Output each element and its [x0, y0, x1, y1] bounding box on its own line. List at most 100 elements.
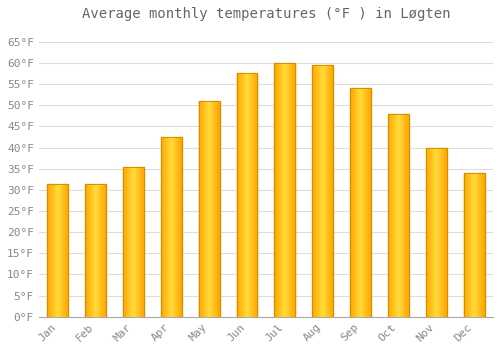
Bar — [392, 114, 393, 317]
Bar — [404, 114, 406, 317]
Bar — [125, 167, 126, 317]
Bar — [62, 183, 64, 317]
Bar — [313, 65, 314, 317]
Bar — [93, 183, 94, 317]
Bar — [391, 114, 392, 317]
Bar — [466, 173, 467, 317]
Bar — [358, 88, 359, 317]
Bar — [315, 65, 316, 317]
Bar — [245, 74, 246, 317]
Bar — [205, 101, 206, 317]
Bar — [350, 88, 351, 317]
Bar — [165, 137, 166, 317]
Bar — [256, 74, 258, 317]
Bar — [104, 183, 106, 317]
Bar — [132, 167, 134, 317]
Bar — [284, 63, 285, 317]
Bar — [433, 148, 434, 317]
Bar — [437, 148, 438, 317]
Bar — [130, 167, 132, 317]
Bar — [168, 137, 169, 317]
Bar — [241, 74, 242, 317]
Bar — [207, 101, 208, 317]
Bar — [180, 137, 181, 317]
Bar — [312, 65, 313, 317]
Bar — [214, 101, 216, 317]
Bar — [142, 167, 143, 317]
Bar — [163, 137, 164, 317]
Bar — [179, 137, 180, 317]
Bar — [364, 88, 366, 317]
Bar — [326, 65, 327, 317]
Bar — [48, 183, 50, 317]
Bar — [388, 114, 409, 317]
Bar — [210, 101, 211, 317]
Bar — [90, 183, 92, 317]
Bar — [401, 114, 402, 317]
Bar — [426, 148, 428, 317]
Bar — [352, 88, 353, 317]
Bar — [217, 101, 218, 317]
Bar — [438, 148, 439, 317]
Bar — [244, 74, 245, 317]
Bar — [99, 183, 100, 317]
Bar — [359, 88, 360, 317]
Bar — [135, 167, 136, 317]
Bar — [176, 137, 177, 317]
Bar — [464, 173, 465, 317]
Bar — [198, 101, 220, 317]
Bar — [397, 114, 398, 317]
Bar — [96, 183, 97, 317]
Bar — [98, 183, 99, 317]
Bar — [209, 101, 210, 317]
Title: Average monthly temperatures (°F ) in Løgten: Average monthly temperatures (°F ) in Lø… — [82, 7, 450, 21]
Bar — [396, 114, 397, 317]
Bar — [294, 63, 296, 317]
Bar — [390, 114, 391, 317]
Bar — [388, 114, 390, 317]
Bar — [368, 88, 369, 317]
Bar — [92, 183, 93, 317]
Bar — [366, 88, 367, 317]
Bar — [254, 74, 256, 317]
Bar — [50, 183, 51, 317]
Bar — [212, 101, 214, 317]
Bar — [436, 148, 437, 317]
Bar — [325, 65, 326, 317]
Bar — [442, 148, 443, 317]
Bar — [236, 74, 258, 317]
Bar — [61, 183, 62, 317]
Bar — [55, 183, 56, 317]
Bar — [161, 137, 162, 317]
Bar — [51, 183, 52, 317]
Bar — [248, 74, 249, 317]
Bar — [174, 137, 175, 317]
Bar — [85, 183, 106, 317]
Bar — [206, 101, 207, 317]
Bar — [432, 148, 433, 317]
Bar — [177, 137, 178, 317]
Bar — [202, 101, 203, 317]
Bar — [64, 183, 66, 317]
Bar — [242, 74, 243, 317]
Bar — [59, 183, 60, 317]
Bar — [402, 114, 404, 317]
Bar — [400, 114, 401, 317]
Bar — [406, 114, 408, 317]
Bar — [124, 167, 125, 317]
Bar — [275, 63, 276, 317]
Bar — [324, 65, 325, 317]
Bar — [52, 183, 53, 317]
Bar — [467, 173, 468, 317]
Bar — [240, 74, 241, 317]
Bar — [360, 88, 362, 317]
Bar — [141, 167, 142, 317]
Bar — [274, 63, 275, 317]
Bar — [443, 148, 444, 317]
Bar — [475, 173, 476, 317]
Bar — [318, 65, 319, 317]
Bar — [277, 63, 278, 317]
Bar — [317, 65, 318, 317]
Bar — [218, 101, 219, 317]
Bar — [477, 173, 478, 317]
